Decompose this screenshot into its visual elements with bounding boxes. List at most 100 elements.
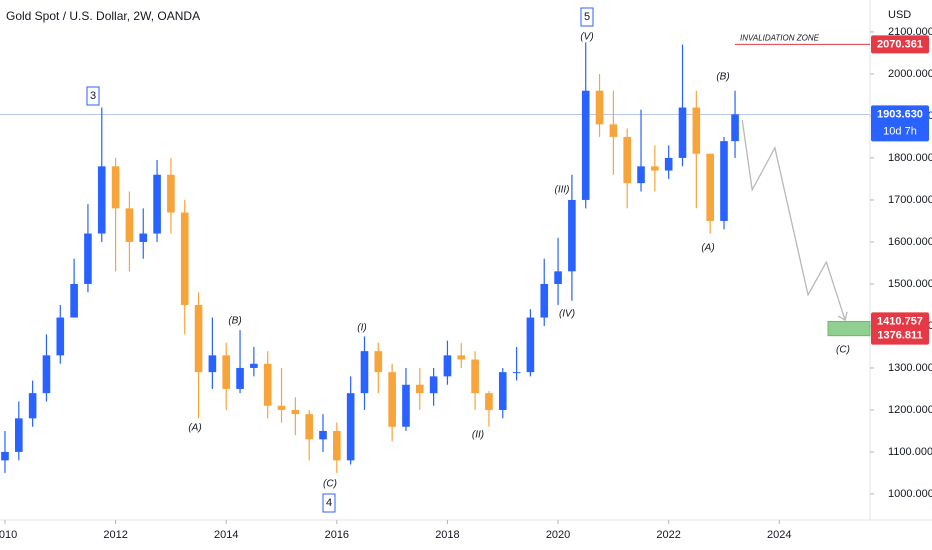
- x-tick-label: 2018: [435, 529, 459, 541]
- candle-body: [568, 199, 576, 272]
- candle-body: [595, 90, 604, 125]
- candle-body: [194, 304, 203, 373]
- candle-body: [360, 351, 369, 394]
- y-tick-label: 1800.000: [888, 152, 932, 164]
- x-tick-label: 2014: [214, 529, 238, 541]
- candle-body: [540, 283, 549, 318]
- candle-body: [208, 355, 217, 373]
- wave-box: [86, 86, 100, 106]
- candle-body: [236, 367, 244, 389]
- candle-body: [692, 107, 701, 154]
- candle-body: [388, 372, 396, 427]
- candle-body: [429, 376, 438, 394]
- wave-label: (V): [580, 32, 593, 43]
- candle-body: [305, 414, 313, 440]
- candle-body: [637, 166, 645, 184]
- wave-box: [322, 493, 336, 513]
- candle-body: [346, 393, 355, 461]
- candle-body: [263, 363, 272, 406]
- candle-body: [581, 90, 590, 200]
- y-tick-label: 1000.000: [888, 488, 932, 500]
- y-tick-label: 1500.000: [888, 278, 932, 290]
- candle-body: [651, 166, 659, 171]
- candle-body: [664, 157, 673, 171]
- candle-body: [70, 283, 78, 318]
- candle-body: [167, 174, 175, 213]
- projection-path: [741, 120, 846, 321]
- candle-body: [485, 393, 493, 410]
- candle-body: [374, 351, 383, 373]
- wave-label: (III): [555, 185, 570, 196]
- candle-body: [720, 141, 728, 221]
- candle-body: [706, 153, 714, 221]
- wave-label: (IV): [559, 309, 575, 320]
- x-tick-label: 2012: [103, 529, 127, 541]
- wave-label: (II): [472, 430, 484, 441]
- candle-body: [333, 430, 341, 461]
- zone-low-tag: 1376.811: [877, 330, 922, 342]
- y-tick-label: 1200.000: [888, 404, 932, 416]
- candle-body: [457, 355, 466, 360]
- wave-label: (C): [836, 345, 850, 356]
- candle-body: [526, 317, 535, 373]
- candle-body: [554, 271, 562, 284]
- wave-box: [580, 7, 594, 27]
- invalidation-tag: 2070.361: [877, 38, 923, 50]
- candle-body: [291, 409, 300, 415]
- wave-label: 4: [326, 497, 332, 509]
- candle-body: [139, 233, 148, 242]
- last-price-tag-bg: [871, 105, 929, 142]
- last-price-tag: 1903.630: [877, 108, 923, 120]
- currency-label: USD: [888, 9, 911, 21]
- projection-arrow: [837, 311, 848, 322]
- candle-body: [42, 355, 51, 394]
- y-tick-label: 1100.000: [888, 446, 932, 458]
- candle-body: [678, 107, 687, 158]
- candle-body: [222, 355, 231, 389]
- y-tick-label: 2100.000: [888, 26, 932, 38]
- candle-body: [498, 372, 507, 410]
- candle-body: [111, 166, 120, 209]
- wave-label: (I): [357, 323, 366, 334]
- x-tick-label: 2020: [546, 529, 570, 541]
- candle-body: [1, 451, 9, 461]
- x-tick-label: 2010: [0, 529, 17, 541]
- candle-body: [15, 418, 23, 452]
- candle-body: [402, 384, 410, 427]
- candle-body: [443, 355, 452, 377]
- candle-body: [180, 212, 189, 305]
- invalidation-label: INVALIDATION ZONE: [740, 33, 820, 42]
- x-tick-label: 2022: [656, 529, 680, 541]
- candle-body: [153, 174, 161, 234]
- y-tick-label: 1600.000: [888, 236, 932, 248]
- wave-label: (B): [228, 316, 241, 327]
- x-tick-label: 2024: [767, 529, 791, 541]
- candle-body: [415, 384, 424, 394]
- candle-body: [471, 359, 479, 394]
- candle-body: [97, 166, 106, 234]
- zone-high-tag-bg: [871, 312, 929, 331]
- candle-body: [84, 233, 92, 284]
- candle-body: [731, 114, 739, 142]
- candle-body: [56, 317, 65, 356]
- candle-body: [319, 430, 327, 440]
- candle-body: [250, 363, 258, 368]
- wave-label: 5: [584, 11, 590, 23]
- x-tick-label: 2016: [325, 529, 349, 541]
- candle-body: [277, 405, 286, 410]
- countdown: 10d 7h: [883, 125, 917, 137]
- chart-title: Gold Spot / U.S. Dollar, 2W, OANDA: [6, 9, 200, 23]
- y-tick-label: 2000.000: [888, 68, 932, 80]
- candle-body: [623, 136, 631, 184]
- wave-label: (B): [716, 72, 729, 83]
- y-tick-label: 1700.000: [888, 194, 932, 206]
- wave-label: (A): [701, 243, 714, 254]
- invalidation-tag-bg: [871, 35, 929, 54]
- candle-body: [125, 208, 134, 242]
- zone-high-tag: 1410.757: [877, 315, 923, 327]
- candle-body: [609, 124, 618, 137]
- candle-body: [512, 372, 521, 374]
- target-zone: [827, 320, 871, 337]
